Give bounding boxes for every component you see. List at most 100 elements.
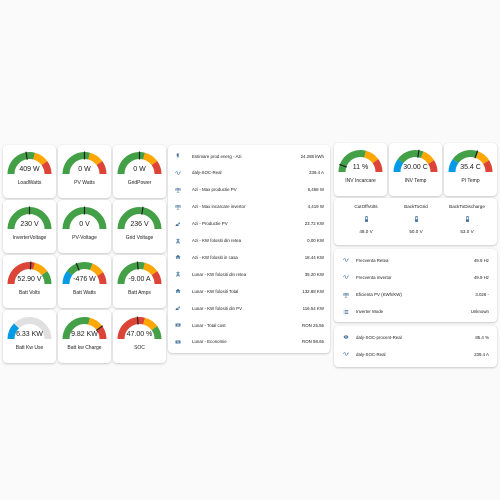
- flash-icon: [174, 153, 181, 160]
- gauge-needle: [95, 325, 104, 331]
- gauge-dial: [448, 150, 493, 173]
- gauge-value: 35.4 C: [460, 164, 481, 171]
- gauge-segment: [87, 317, 103, 331]
- gauge-value: 11 %: [352, 164, 369, 171]
- entity-row[interactable]: Lunar - KW folositi Total 132.88 KW: [168, 286, 330, 296]
- gauge-card-soc[interactable]: 47.00 % SOC: [113, 310, 166, 363]
- gauge-segment: [7, 152, 35, 175]
- gauge-segment: [142, 152, 158, 166]
- gauge-segment: [89, 263, 104, 277]
- entity-row[interactable]: Lunar - Total cost RON 25.55: [168, 320, 330, 330]
- list-icon: [342, 308, 349, 315]
- energy-stats-card: Estimare prod energ - Azi 24.288 kWh daly-…: [168, 145, 330, 353]
- gauge-card-loadwatts[interactable]: 409 W LoadWatts: [3, 145, 56, 198]
- gauge-segment: [393, 159, 404, 173]
- pylon-icon: [174, 271, 181, 278]
- gauge-card-gridpower[interactable]: 0 W GridPower: [113, 145, 166, 198]
- threshold-title: BackToDischarge: [449, 204, 485, 209]
- battery-icon: [396, 215, 436, 223]
- entity-row[interactable]: Azi - KW folositi in casa 18.44 KW: [168, 252, 330, 262]
- entity-row[interactable]: Azi - Productie PV 23.72 KW: [168, 219, 330, 229]
- gauge-card-batt-amps[interactable]: -9.00 A Batt Amps: [113, 255, 166, 308]
- battery-icon: [447, 215, 487, 223]
- solar-panel-icon: [174, 186, 181, 193]
- entity-row[interactable]: Inverter Mode Unknown: [334, 307, 497, 317]
- gauge-segment: [97, 272, 107, 285]
- gauge-name: INV Temp: [404, 178, 427, 184]
- gauge-segment: [96, 161, 107, 175]
- entity-row[interactable]: Estimare prod energ - Azi 24.288 kWh: [168, 151, 330, 161]
- gauge-value: 0 W: [133, 166, 146, 173]
- gauge-segment: [117, 262, 145, 285]
- gauge-segment: [372, 159, 383, 173]
- entity-row[interactable]: Frecventa Retea 49.9 Hz: [334, 255, 497, 265]
- entity-row[interactable]: daly-SOC-Real 239.4 A: [168, 168, 330, 178]
- entity-row[interactable]: Azi - Max incarcare invertor 4,419 W: [168, 202, 330, 212]
- sine-wave-icon: [174, 169, 181, 176]
- gauge-dial: [117, 151, 162, 175]
- gauge-card-pi-temp[interactable]: 35.4 C PI Temp: [444, 143, 497, 196]
- entity-label: Azi - KW folositi din retea: [192, 238, 242, 243]
- gauge-card-inv-temp[interactable]: 30.00 C INV Temp: [389, 143, 442, 196]
- gauge-segment: [151, 161, 162, 175]
- gauge-name: Batt Kw Use: [15, 345, 44, 351]
- battery-threshold-cutoffvolts[interactable]: CutOffVolts 48.0 V: [346, 204, 386, 234]
- gauge-dial: [62, 206, 107, 230]
- gauge-dial: [62, 317, 107, 340]
- battery-threshold-backtogrid[interactable]: BackToGrid 50.0 V: [396, 204, 436, 234]
- entity-row[interactable]: Eficienta PV (KWh/KW) 3.026 -: [334, 290, 497, 300]
- battery-threshold-backtodischarge[interactable]: BackToDischarge 53.0 V: [447, 204, 487, 234]
- entity-label: Frecventa Invertor: [356, 274, 392, 280]
- gauge-card-pv-watts[interactable]: 0 W PV Watts: [58, 145, 111, 198]
- sine-wave-icon: [342, 274, 349, 281]
- gauge-card-batt-kw-use[interactable]: 6.33 KW Batt Kw Use: [3, 310, 56, 363]
- gauge-dial: [7, 317, 52, 340]
- entity-row[interactable]: Frecventa Invertor 49.9 Hz: [334, 272, 497, 282]
- entity-value: 239.4 A: [309, 170, 324, 176]
- gauge-needle: [474, 150, 479, 159]
- entity-value: 24.288 kWh: [300, 153, 324, 159]
- gauge-value: 6.33 KW: [16, 331, 43, 338]
- entity-row[interactable]: daly-SOC-procent-Real 85.4 %: [334, 332, 497, 342]
- gauge-value: -9.00 A: [128, 276, 151, 283]
- gauge-name: Batt Watts: [73, 290, 96, 296]
- gauge-segment: [32, 262, 48, 276]
- gauge-value: 9.82 KW: [71, 331, 98, 338]
- battery-soc-card: daly-SOC-procent-Real 85.4 % daly-SOC-Real…: [334, 326, 497, 367]
- gauge-dial: [338, 150, 383, 173]
- gauge-value: -476 W: [73, 276, 96, 283]
- gauge-card-invertervoltage[interactable]: 230 V InverterVoltage: [3, 200, 56, 253]
- entity-label: Lunar - Economie: [192, 339, 227, 345]
- gauge-segment: [117, 207, 162, 230]
- gauge-card-pv-voltage[interactable]: 0 V PV-Voltage: [58, 200, 111, 253]
- entity-label: Eficienta PV (KWh/KW): [356, 292, 402, 298]
- gauge-segment: [117, 317, 145, 340]
- gauge-card-batt-watts[interactable]: -476 W Batt Watts: [58, 255, 111, 308]
- entity-row[interactable]: Azi - Max productie PV 6,468 W: [168, 185, 330, 195]
- gauge-dial: [393, 149, 438, 173]
- gauge-dial: [62, 151, 107, 175]
- gauge-value: 0 W: [78, 166, 91, 173]
- entity-value: Unknown: [470, 309, 489, 315]
- gauge-card-inv-incarcare[interactable]: 11 % INV Incarcare: [334, 143, 387, 196]
- gauge-card-grid-voltage[interactable]: 236 V Grid Voltage: [113, 200, 166, 253]
- threshold-title: BackToGrid: [404, 204, 428, 209]
- entity-row[interactable]: daly-SOC-Real 239.4 A: [334, 349, 497, 359]
- gauge-card-batt-kw-charge[interactable]: 9.82 KW Batt kw Charge: [58, 310, 111, 363]
- entity-row[interactable]: Azi - KW folositi din retea 0.00 KW: [168, 236, 330, 246]
- gauge-segment: [62, 152, 90, 175]
- entity-row[interactable]: Lunar - Economie RON 98.65: [168, 337, 330, 347]
- entity-value: 23.72 KW: [304, 221, 324, 227]
- gauge-segment: [62, 317, 90, 340]
- gauge-name: PV Watts: [74, 180, 95, 186]
- entity-row[interactable]: Lunar - KW folositi din PV 116.54 KW: [168, 303, 330, 313]
- eye-icon: [342, 334, 349, 341]
- gauge-name: INV Incarcare: [345, 178, 376, 184]
- entity-row[interactable]: Lunar - KW folositi din retea 35.20 KW: [168, 269, 330, 279]
- gauge-name: PI Temp: [461, 178, 480, 184]
- gauge-card-batt-volts[interactable]: 52.90 V Batt Volts: [3, 255, 56, 308]
- gauge-needle: [136, 316, 139, 325]
- entity-value: 116.54 KW: [302, 305, 324, 311]
- gauge-segment: [397, 150, 424, 164]
- sine-wave-icon: [342, 351, 349, 358]
